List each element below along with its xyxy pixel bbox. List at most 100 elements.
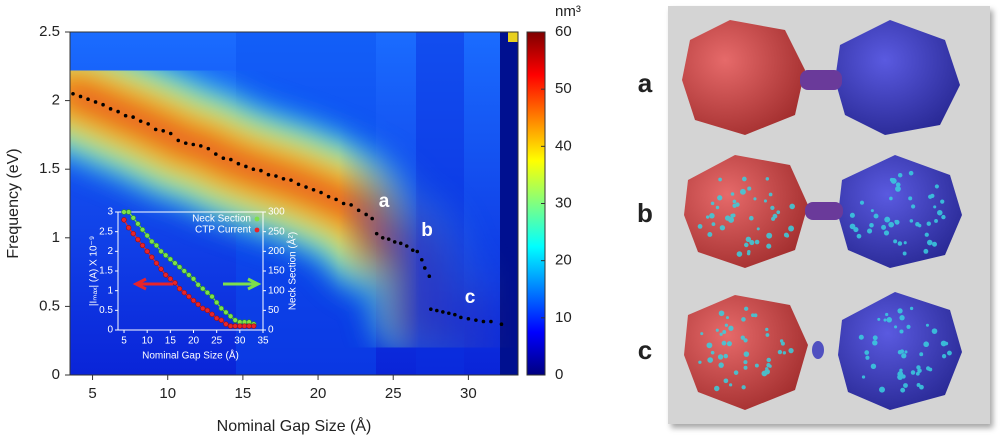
render-speckle [729, 383, 733, 387]
colorbar-tick-label: 50 [555, 80, 572, 97]
render-speckle [722, 330, 727, 334]
render-speckle [902, 251, 907, 256]
data-point [374, 231, 379, 236]
data-point [398, 241, 403, 246]
inset-x-tick-label: 15 [165, 336, 177, 347]
data-point [319, 190, 323, 195]
series-point [121, 217, 127, 223]
series-point [227, 323, 234, 329]
data-point [244, 164, 248, 169]
render-speckle [766, 243, 772, 249]
legend-label: Neck Section [192, 214, 251, 225]
render-speckle [889, 196, 893, 201]
inset-y2-tick-label: 100 [268, 285, 285, 296]
render-speckle [917, 223, 922, 228]
data-point [191, 142, 196, 147]
panel-label: c [638, 335, 652, 365]
render-speckle [919, 384, 924, 390]
data-point [229, 157, 233, 162]
render-speckle [776, 210, 781, 215]
render-speckle [895, 182, 901, 187]
series-point [149, 238, 155, 245]
render-speckle [897, 308, 903, 314]
render-speckle [728, 325, 734, 331]
render-speckle [718, 362, 724, 368]
series-point [190, 276, 197, 282]
series-point [223, 321, 229, 327]
plot-frame [69, 31, 519, 376]
series-point [167, 276, 174, 282]
series-point [125, 225, 132, 231]
data-point [311, 187, 316, 192]
data-point [410, 248, 415, 252]
data-point [146, 122, 150, 126]
render-speckle [724, 215, 731, 221]
data-point [474, 318, 478, 322]
data-point [123, 113, 128, 118]
render-speckle [700, 332, 704, 336]
x-tick-label: 25 [385, 385, 402, 402]
render-speckle [749, 215, 754, 221]
render-speckle [717, 195, 723, 201]
render-speckle [715, 328, 719, 332]
series-point [167, 256, 174, 262]
render-speckle [932, 241, 937, 247]
data-point [499, 322, 504, 327]
data-point [341, 201, 346, 206]
render-speckle [763, 199, 767, 203]
series-point [218, 305, 225, 312]
inset-x-tick-label: 30 [234, 336, 246, 347]
render-speckle [746, 251, 751, 256]
inset-x-tick-label: 10 [142, 336, 154, 347]
render-speckle [754, 239, 760, 245]
inset-x-tick-label: 35 [257, 336, 269, 347]
render-speckle [865, 355, 870, 360]
data-point [435, 308, 439, 313]
data-point [447, 311, 451, 316]
render-speckle [894, 219, 898, 224]
data-point [427, 274, 432, 279]
data-point [334, 197, 338, 202]
series-point [163, 252, 169, 258]
render-speckle [697, 224, 703, 229]
render-speckle [751, 313, 755, 318]
render-speckle [917, 368, 922, 373]
render-speckle [743, 351, 750, 357]
render-speckle [714, 385, 720, 392]
render-speckle [754, 363, 759, 368]
series-point [176, 264, 183, 270]
series-point [227, 313, 234, 319]
render-speckle [861, 375, 866, 379]
series-point [246, 323, 252, 329]
data-point [198, 144, 203, 148]
colorbar-tick-label: 30 [555, 194, 572, 211]
render-speckle [721, 340, 727, 346]
colorbar-tick-label: 0 [555, 366, 563, 383]
data-point [131, 115, 135, 119]
render-speckle [859, 200, 865, 205]
render-speckle [707, 231, 713, 237]
render-speckle [745, 236, 752, 242]
render-speckle [749, 240, 755, 246]
render-speckle [947, 350, 952, 356]
data-point [206, 146, 211, 151]
render-speckle [739, 188, 746, 195]
annotation: a [379, 191, 390, 212]
render-speckle [904, 350, 908, 354]
render-speckle [934, 219, 938, 223]
data-point [86, 97, 90, 102]
render-speckle [766, 357, 771, 363]
series-point [135, 221, 141, 227]
render-speckle [743, 360, 748, 365]
render-speckle [718, 310, 725, 317]
render-speckle [779, 339, 784, 343]
heatmap-strip [508, 32, 518, 42]
data-point [289, 178, 293, 182]
render-speckle [908, 170, 914, 176]
render-speckle [926, 221, 931, 226]
inset-y-axis-label: |Iₘₐₓ| (A) X 10⁻⁹ [89, 236, 100, 306]
y-tick-label: 1.5 [39, 160, 60, 177]
data-point [101, 102, 105, 107]
